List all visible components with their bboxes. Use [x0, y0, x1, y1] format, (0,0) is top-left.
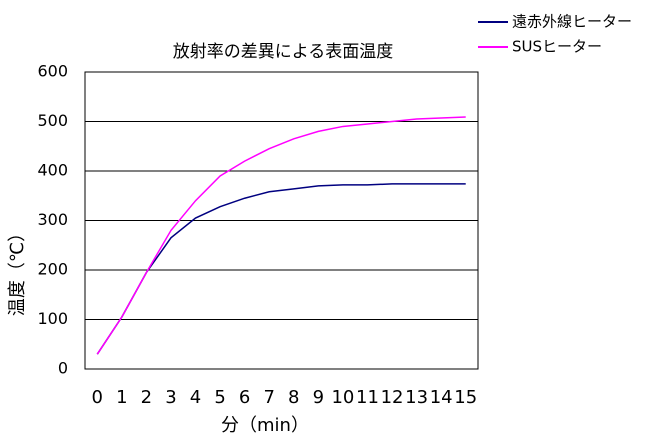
x-tick-label: 15: [454, 387, 477, 408]
y-tick-label: 400: [37, 161, 68, 180]
legend-label: 遠赤外線ヒーター: [512, 13, 632, 31]
chart-title: 放射率の差異による表面温度: [173, 42, 394, 62]
x-tick-label: 8: [288, 387, 299, 408]
legend-label: SUSヒーター: [512, 38, 602, 56]
y-tick-label: 300: [37, 210, 68, 229]
x-tick-label: 13: [405, 387, 428, 408]
x-tick-label: 0: [92, 387, 103, 408]
x-tick-label: 14: [430, 387, 453, 408]
y-tick-label: 100: [37, 309, 68, 328]
x-tick-label: 7: [263, 387, 274, 408]
y-tick-label: 200: [37, 260, 68, 279]
y-tick-label: 600: [37, 62, 68, 81]
y-tick-label: 0: [58, 359, 68, 378]
x-tick-label: 9: [313, 387, 324, 408]
x-tick-label: 5: [214, 387, 225, 408]
y-axis-label: 温度（℃）: [7, 224, 28, 316]
x-tick-label: 10: [331, 387, 354, 408]
x-tick-label: 6: [239, 387, 250, 408]
x-tick-label: 11: [356, 387, 379, 408]
x-tick-label: 2: [141, 387, 152, 408]
x-tick-label: 12: [381, 387, 404, 408]
y-tick-label: 500: [37, 111, 68, 130]
x-tick-label: 3: [165, 387, 176, 408]
plot-border: [84, 71, 479, 370]
x-tick-label: 4: [190, 387, 201, 408]
x-axis-label: 分（min）: [221, 415, 309, 436]
data-line: [96, 116, 466, 355]
x-tick-label: 1: [116, 387, 127, 408]
data-line: [96, 183, 466, 355]
